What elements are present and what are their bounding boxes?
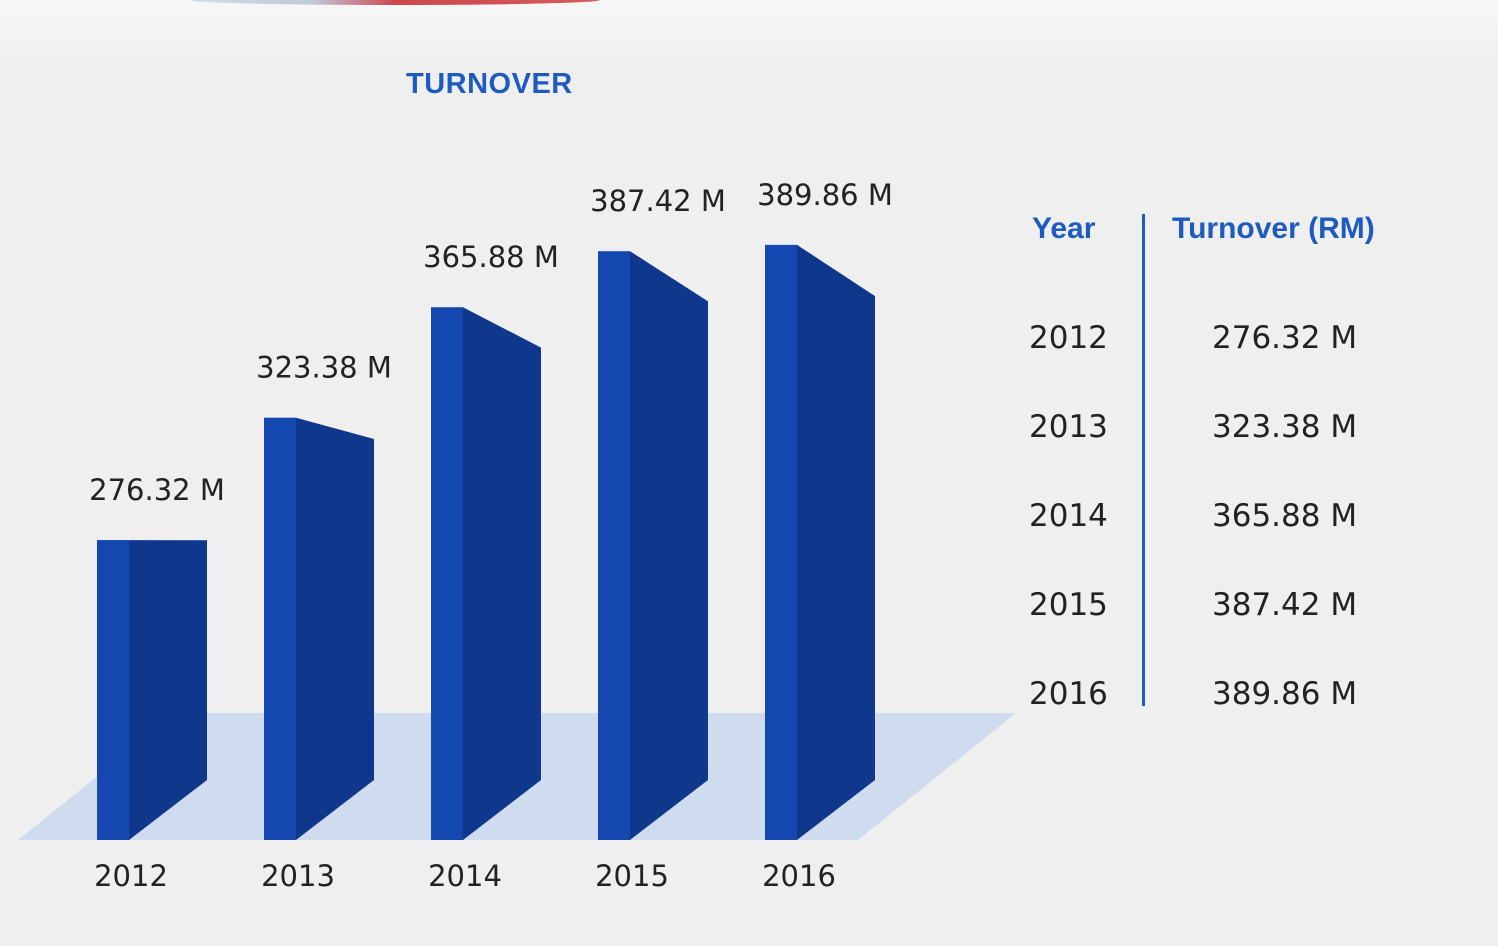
table-row-year: 2015 [1029,587,1108,623]
table-row-value: 389.86 M [1212,676,1358,712]
x-tick-label: 2016 [762,859,836,893]
x-tick-label: 2013 [261,859,335,893]
bar [431,307,463,840]
bar [97,540,129,840]
bar-side-face [129,540,207,840]
table-divider [1142,214,1145,706]
table-row-year: 2016 [1029,676,1108,712]
table-row-value: 365.88 M [1212,498,1358,534]
table-row-value: 323.38 M [1212,409,1358,445]
bar-side-face [463,307,541,840]
data-label: 276.32 M [89,473,225,507]
table-row-year: 2013 [1029,409,1108,445]
data-label: 389.86 M [757,178,893,212]
table-row-value: 276.32 M [1212,320,1358,356]
header-accent [190,0,600,5]
header-strip [0,0,1498,70]
bar [765,244,797,840]
bar [598,251,630,840]
data-label: 365.88 M [423,240,559,274]
bar-side-face [296,417,374,840]
x-tick-label: 2012 [94,859,168,893]
table-row-year: 2014 [1029,498,1108,534]
table-header-year: Year [1032,212,1096,245]
data-label: 323.38 M [256,351,392,385]
bar-side-face [630,251,708,840]
data-label: 387.42 M [590,184,726,218]
table-row-value: 387.42 M [1212,587,1358,623]
x-tick-label: 2014 [428,859,502,893]
x-tick-label: 2015 [595,859,669,893]
chart-title: TURNOVER [406,68,573,100]
bar-side-face [797,244,875,840]
table-row-year: 2012 [1029,320,1108,356]
bar [264,417,296,840]
table-header-turnover: Turnover (RM) [1172,212,1375,245]
